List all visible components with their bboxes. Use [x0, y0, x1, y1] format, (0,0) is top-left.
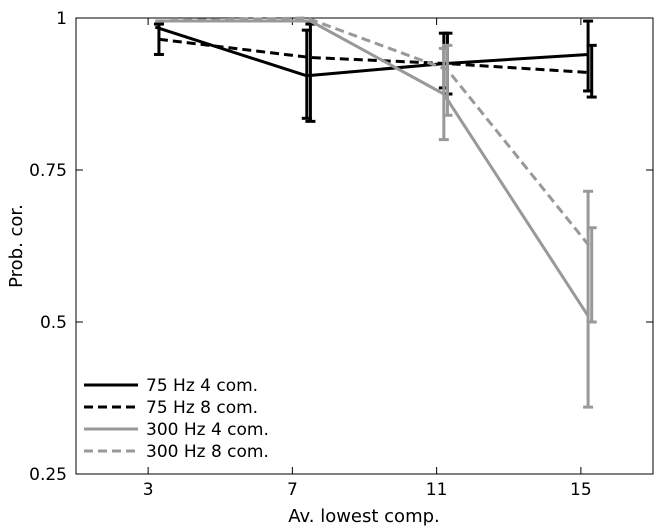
legend-item: 300 Hz 8 com. [84, 442, 269, 462]
legend-label: 75 Hz 8 com. [146, 398, 258, 418]
legend-item: 75 Hz 8 com. [84, 398, 258, 418]
legend-label: 300 Hz 4 com. [146, 420, 269, 440]
axis-ticks: 3 7 11 15 0.25 0.5 0.75 1 [29, 9, 653, 500]
x-tick-label: 15 [570, 480, 592, 500]
legend-label: 300 Hz 8 com. [146, 442, 269, 462]
legend-item: 300 Hz 4 com. [84, 420, 269, 440]
error-bar [586, 226, 597, 324]
legend-label: 75 Hz 4 com. [146, 376, 258, 396]
error-bar [586, 43, 597, 99]
y-tick-label: 0.75 [29, 161, 67, 181]
series-line [158, 19, 590, 317]
error-bar [153, 22, 164, 56]
series-3 [155, 16, 597, 324]
x-tick-label: 7 [287, 480, 298, 500]
legend: 75 Hz 4 com.75 Hz 8 com.300 Hz 4 com.300… [84, 376, 269, 462]
series-line [154, 25, 589, 78]
series-line [158, 37, 592, 75]
series-0 [154, 19, 594, 120]
y-axis-label: Prob. cor. [6, 204, 27, 288]
x-axis-label: Av. lowest comp. [288, 506, 440, 527]
x-tick-label: 3 [143, 480, 154, 500]
series-layer [153, 16, 597, 409]
legend-item: 75 Hz 4 com. [84, 376, 258, 396]
y-tick-label: 1 [56, 9, 67, 29]
y-tick-label: 0.5 [40, 313, 67, 333]
error-bar [442, 43, 453, 117]
series-line [155, 16, 593, 250]
plot-area [75, 17, 654, 475]
x-tick-label: 11 [426, 480, 448, 500]
y-tick-label: 0.25 [29, 465, 67, 485]
